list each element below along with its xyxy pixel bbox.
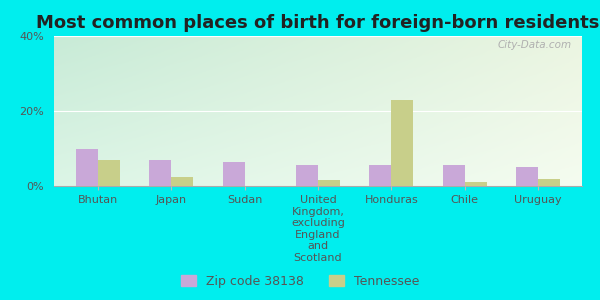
Bar (318, 180, 340, 186)
Bar (223, 162, 245, 186)
Bar (370, 165, 391, 186)
Bar (391, 100, 413, 186)
Bar (538, 178, 560, 186)
Title: Most common places of birth for foreign-born residents: Most common places of birth for foreign-… (37, 14, 599, 32)
Bar (98, 160, 120, 186)
Text: City-Data.com: City-Data.com (497, 40, 571, 50)
Bar (76, 148, 98, 186)
Legend: Zip code 38138, Tennessee: Zip code 38138, Tennessee (181, 275, 419, 288)
Bar (172, 177, 193, 186)
Bar (296, 165, 318, 186)
Bar (443, 165, 464, 186)
Bar (149, 160, 172, 186)
Bar (516, 167, 538, 186)
Bar (464, 182, 487, 186)
